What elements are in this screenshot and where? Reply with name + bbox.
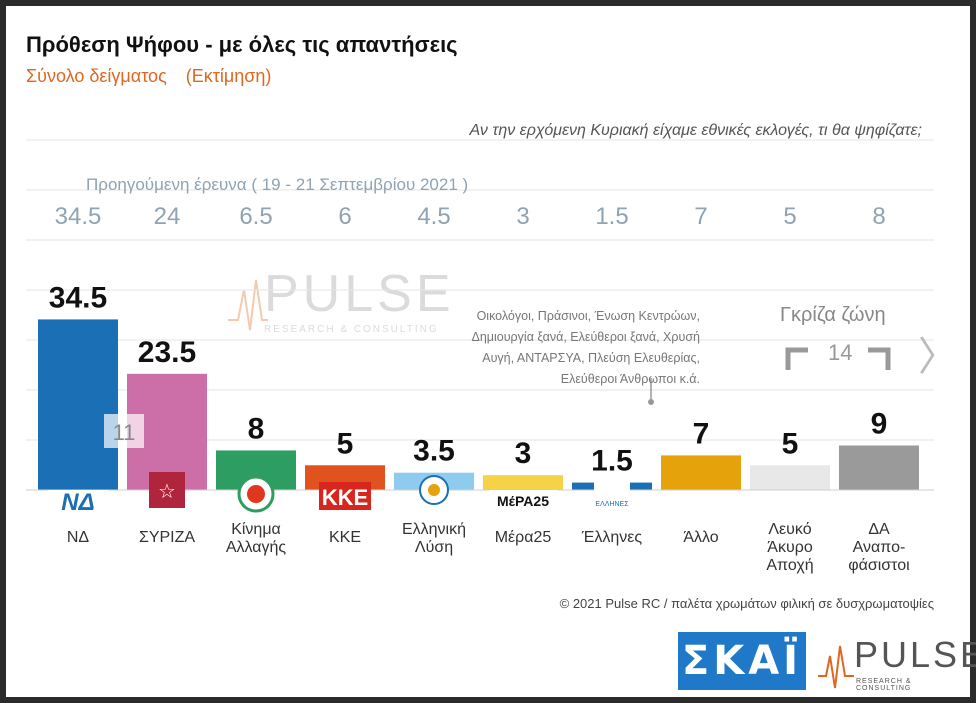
bar-value-label: 1.5 [591, 445, 633, 478]
chevron-right-icon: 〉 [918, 334, 958, 380]
category-label: Μέρα25 [495, 529, 552, 546]
nd-logo-bg [48, 490, 108, 512]
subtitle-estimate: (Εκτίμηση) [185, 66, 272, 86]
pulse-logo: PULSE RESEARCH & CONSULTING [818, 632, 976, 692]
category-label: Άκυρο [767, 539, 813, 556]
kke-logo: ΚΚΕ [322, 485, 368, 510]
subtitle-sample: Σύνολο δείγματος [26, 66, 167, 86]
inner-value-label: 11 [113, 420, 136, 445]
mera25-logo-bg [489, 490, 557, 510]
bar [661, 455, 741, 490]
category-label: Έλληνες [581, 529, 643, 546]
watermark-word: PULSE [264, 265, 455, 323]
grey-zone-value: 14 [828, 340, 853, 365]
category-label: Αποχή [766, 557, 813, 574]
bar-value-label: 9 [871, 408, 888, 441]
bar-value-label: 3 [515, 437, 532, 470]
category-label: ΚΚΕ [329, 529, 361, 546]
inner-value-box [104, 414, 144, 448]
previous-survey-label: Προηγούμενη έρευνα ( 19 - 21 Σεπτεμβρίου… [86, 175, 468, 194]
pulse-wave-icon [228, 279, 268, 331]
mera25-logo: ΜέΡΑ25 [497, 493, 549, 509]
category-label: Άλλο [683, 529, 718, 546]
category-label: φάσιστοι [848, 557, 910, 574]
ellisi-logo-core [428, 484, 440, 496]
survey-question: Αν την ερχόμενη Κυριακή είχαμε εθνικές ε… [469, 122, 922, 139]
previous-value: 4.5 [417, 203, 450, 230]
syriza-star-icon: ☆ [158, 479, 176, 503]
other-note-line: Ελεύθεροι Άνθρωποι κ.ά. [560, 372, 700, 386]
kinal-logo-core [247, 485, 265, 503]
previous-value: 8 [872, 203, 885, 230]
chart-subtitle: Σύνολο δείγματος (Εκτίμηση) [26, 66, 271, 87]
category-label: Κίνημα [231, 521, 281, 538]
previous-value: 3 [516, 203, 529, 230]
pulse-logo-wave-icon [818, 645, 854, 689]
bar [839, 445, 919, 490]
chart-card: Πρόθεση Ψήφου - με όλες τις απαντήσεις Σ… [6, 6, 976, 697]
nd-logo: ΝΔ [61, 489, 94, 516]
ellines-logo: ΕΛΛΗΝΕΣ [595, 501, 629, 508]
category-label: Ελληνική [402, 521, 466, 538]
category-label: Αλλαγής [226, 539, 287, 556]
bar-chart: Προηγούμενη έρευνα ( 19 - 21 Σεπτεμβρίου… [26, 139, 934, 574]
previous-value: 6 [338, 203, 351, 230]
other-note: Οικολόγοι, Πράσινοι, Ένωση Κεντρώων, Δημ… [450, 306, 700, 390]
category-label: Λευκό [768, 521, 811, 538]
category-label: Αναπο- [853, 539, 906, 556]
bar-value-label: 23.5 [138, 336, 196, 369]
grey-zone-bracket [785, 347, 891, 370]
bar-value-label: 34.5 [49, 281, 107, 314]
category-label: ΔΑ [868, 521, 890, 538]
bar-value-label: 7 [693, 417, 710, 450]
bar [483, 475, 563, 490]
bar-value-label: 3.5 [413, 435, 455, 468]
previous-value: 7 [694, 203, 707, 230]
other-note-line: Οικολόγοι, Πράσινοι, Ένωση Κεντρώων, [476, 309, 700, 323]
bar-value-label: 8 [248, 412, 265, 445]
bar-value-label: 5 [337, 427, 354, 460]
copyright-note: © 2021 Pulse RC / παλέτα χρωμάτων φιλική… [559, 596, 934, 611]
chart-title: Πρόθεση Ψήφου - με όλες τις απαντήσεις [26, 32, 458, 57]
previous-value: 34.5 [55, 203, 102, 230]
syriza-logo [149, 472, 185, 508]
bar [38, 319, 118, 490]
pulse-logo-sub: RESEARCH & CONSULTING [856, 678, 912, 692]
pulse-logo-word: PULSE [854, 634, 976, 675]
grey-zone-label: Γκρίζα ζώνη [780, 304, 886, 326]
other-note-line: Δημιουργία ξανά, Ελεύθεροι ξανά, Χρυσή [471, 330, 700, 344]
other-note-line: Αυγή, ΑΝΤΑΡΣΥΑ, Πλεύση Ελευθερίας, [482, 351, 700, 365]
skai-logo: ΣΚΑΪ [678, 632, 806, 690]
previous-value: 5 [783, 203, 796, 230]
previous-value: 6.5 [239, 203, 272, 230]
category-label: ΝΔ [67, 529, 90, 546]
previous-value: 1.5 [595, 203, 628, 230]
ellines-logo-bg [594, 480, 630, 510]
other-note-connector-dot [648, 399, 654, 405]
kke-logo-bg [319, 482, 371, 510]
previous-value: 24 [154, 203, 181, 230]
bar [750, 465, 830, 490]
watermark-sub: RESEARCH & CONSULTING [264, 324, 439, 335]
category-label: ΣΥΡΙΖΑ [139, 529, 195, 546]
pulse-watermark: PULSE RESEARCH & CONSULTING [228, 264, 451, 344]
bar-value-label: 5 [782, 427, 799, 460]
category-label: Λύση [415, 539, 453, 556]
